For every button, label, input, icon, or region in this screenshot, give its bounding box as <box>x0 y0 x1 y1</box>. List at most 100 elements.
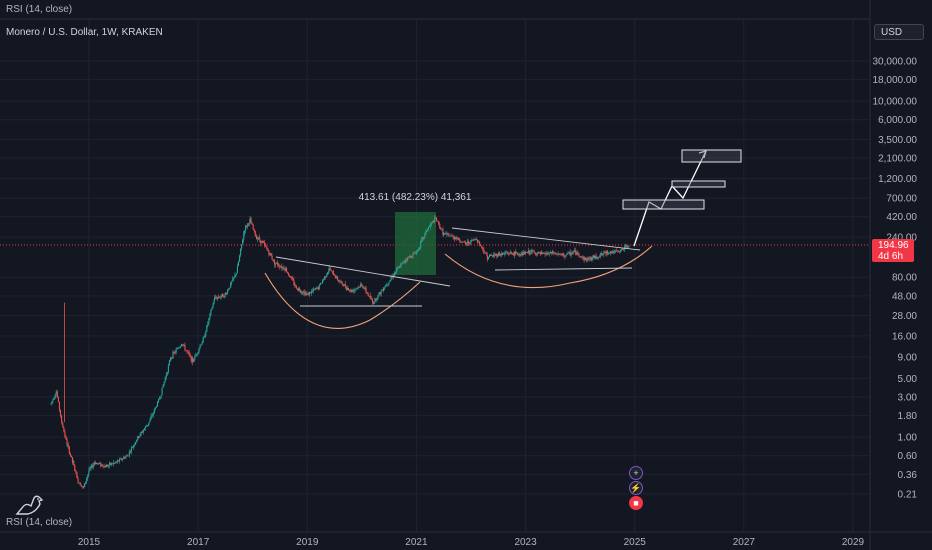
candle-body <box>497 253 499 256</box>
candle-body <box>550 252 552 254</box>
candle-body <box>125 456 127 459</box>
candle-body <box>454 237 456 239</box>
candle-body <box>86 478 88 482</box>
candle-body <box>319 283 321 285</box>
pattern-drawings[interactable] <box>264 149 742 329</box>
candle-body <box>400 263 402 268</box>
candle-body <box>571 253 573 254</box>
add-alert-icon[interactable]: + <box>629 466 643 480</box>
trendline-2 <box>451 227 641 251</box>
candle-body <box>607 253 610 254</box>
candle-body <box>364 287 366 289</box>
candle-body <box>471 239 473 241</box>
candle-body <box>546 252 548 255</box>
candle-body <box>334 275 337 278</box>
support-line-2 <box>494 267 633 271</box>
candle-body <box>556 253 558 255</box>
candle-body <box>197 352 199 354</box>
symbol-title[interactable]: Monero / U.S. Dollar, 1W, KRAKEN <box>6 27 163 38</box>
candle-body <box>275 263 277 265</box>
candle-body <box>93 462 96 464</box>
candle-body <box>270 253 272 257</box>
candle-body <box>474 239 476 241</box>
candle-body <box>54 395 56 399</box>
candle-body <box>523 251 525 255</box>
candle-body <box>530 250 532 254</box>
candle-body <box>591 257 593 261</box>
candle-body <box>287 271 289 274</box>
flag-icon[interactable]: ■ <box>629 496 643 510</box>
candle-body <box>426 229 428 231</box>
candle-body <box>479 241 481 245</box>
candle-body <box>509 251 511 254</box>
candle-body <box>301 292 303 293</box>
candle-body <box>412 253 414 258</box>
candle-body <box>347 287 350 290</box>
indicator-label-top[interactable]: RSI (14, close) <box>6 4 73 15</box>
candle-body <box>252 224 254 230</box>
candle-body <box>516 252 518 254</box>
candle-body <box>255 236 258 239</box>
currency-button[interactable]: USD <box>874 24 924 40</box>
candle-body <box>77 479 79 483</box>
candle-body <box>557 253 559 255</box>
candle-body <box>150 415 152 420</box>
candle-body <box>72 461 74 462</box>
target-box-3 <box>681 149 742 163</box>
tradingview-logo-icon[interactable] <box>14 494 48 516</box>
candle-body <box>187 351 189 353</box>
candle-body <box>601 253 603 255</box>
candle-body <box>216 297 218 299</box>
candle-body <box>507 253 509 254</box>
candle-body <box>396 268 398 273</box>
candle-body <box>128 451 130 456</box>
candle-body <box>250 218 252 224</box>
y-tick-label: 0.60 <box>898 451 918 462</box>
candle-body <box>619 250 622 252</box>
candle-body <box>55 393 57 396</box>
candle-body <box>437 220 439 222</box>
candle-body <box>206 325 208 332</box>
candle-body <box>185 350 187 351</box>
y-tick-label: 1.80 <box>898 411 918 422</box>
candle-body <box>279 266 281 268</box>
candle-body <box>410 255 412 258</box>
candle-body <box>168 360 170 366</box>
candle-body <box>499 253 501 256</box>
candle-body <box>497 255 499 257</box>
candle-body <box>210 309 212 314</box>
candle-body <box>470 240 472 244</box>
candle-body <box>52 399 54 402</box>
y-tick-label: 28.00 <box>892 311 917 322</box>
current-price-tag: 194.96 4d 6h <box>872 239 914 262</box>
candle-body <box>406 260 408 261</box>
candle-body <box>519 255 521 257</box>
candle-body <box>91 465 93 468</box>
candle-body <box>603 251 605 255</box>
candle-body <box>167 365 169 373</box>
candle-body <box>134 444 136 446</box>
candle-body <box>98 463 100 465</box>
candle-body <box>596 257 598 259</box>
candle-body <box>175 349 177 353</box>
candle-body <box>380 290 382 295</box>
candle-body <box>152 412 154 416</box>
candle-body <box>237 261 240 266</box>
candle-body <box>130 447 132 452</box>
candle-body <box>524 252 526 255</box>
candle-body <box>312 290 314 292</box>
candle-body <box>263 242 265 244</box>
candle-body <box>292 278 294 281</box>
candle-body <box>627 246 629 248</box>
candle-body <box>547 254 549 255</box>
y-tick-label: 80.00 <box>892 273 917 284</box>
candle-body <box>505 252 507 254</box>
x-tick-label: 2029 <box>842 537 865 548</box>
indicator-label-bottom[interactable]: RSI (14, close) <box>6 517 73 528</box>
candle-body <box>433 221 435 223</box>
lightning-icon[interactable]: ⚡ <box>629 481 643 495</box>
candle-body <box>395 272 397 273</box>
y-tick-label: 1,200.00 <box>878 174 917 185</box>
candle-body <box>409 255 411 258</box>
candle-body <box>222 293 224 297</box>
